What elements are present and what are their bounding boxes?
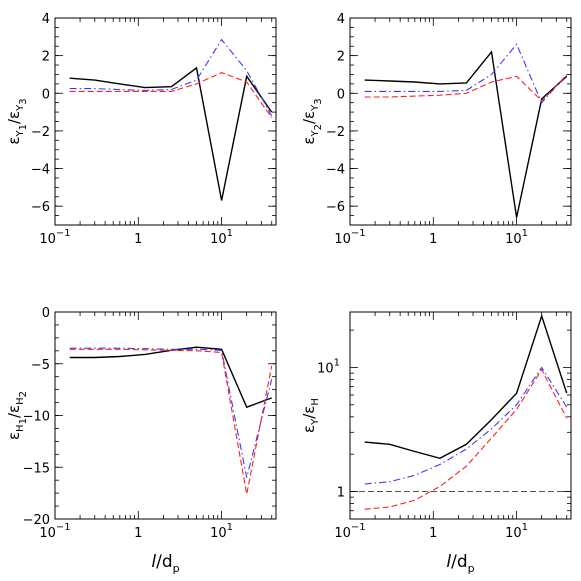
y-tick-label: −10: [23, 410, 50, 425]
plot-frame: [54, 17, 277, 226]
y-tick-label: −2: [31, 125, 50, 140]
series-line-dashdot-1: [364, 366, 568, 485]
x-tick-label: 10−1: [334, 522, 365, 541]
y-tick-label: −20: [23, 513, 50, 528]
panel-top-left: 10−1 1 101 −6 −4 −2 0 2 4 εY1/εY3: [5, 12, 277, 247]
series-line-dashed-2: [364, 75, 568, 102]
series-group: [69, 346, 273, 495]
x-tick-label: 1: [429, 526, 437, 541]
plot-frame: [349, 311, 572, 520]
x-tick-label: 101: [210, 228, 233, 247]
y-tick-label: 1: [337, 485, 345, 500]
y-tick-label: −4: [326, 163, 345, 178]
panel-bottom-right: 10−1 1 101 1 101 εY/εH l/dp: [300, 311, 572, 575]
plot-frame: [54, 311, 277, 520]
x-axis-label: l/dp: [151, 552, 179, 575]
series-line-solid-0: [69, 66, 273, 201]
series-line-dashdot-1: [69, 347, 273, 478]
y-tick-label: 4: [42, 12, 50, 27]
series-line-solid-0: [69, 346, 272, 409]
x-axis-label: l/dp: [446, 552, 474, 575]
series-group: [69, 38, 273, 201]
series-line-dashdot-1: [69, 38, 273, 117]
y-tick-label: 0: [42, 306, 50, 321]
panel-top-right: 10−1 1 101 −6 −4 −2 0 2 4 εY2/εY3: [300, 12, 572, 247]
series-group: [350, 313, 571, 510]
series-line-dashed-2: [69, 348, 273, 495]
x-tick-label: 1: [134, 526, 142, 541]
y-tick-label: −15: [23, 461, 50, 476]
series-line-solid-0: [364, 313, 568, 460]
series-line-dashed-2: [69, 72, 273, 119]
plot-frame: [349, 17, 572, 226]
y-axis-label: εY/εH: [300, 398, 321, 433]
y-tick-label: 0: [42, 87, 50, 102]
y-axis-label: εY1/εY3: [5, 98, 29, 144]
y-tick-label: 101: [317, 357, 340, 376]
series-line-dashdot-1: [364, 43, 568, 104]
x-tick-label: 1: [429, 232, 437, 247]
y-tick-label: −6: [326, 200, 345, 215]
x-tick-label: 1: [134, 232, 142, 247]
series-line-solid-0: [364, 50, 568, 218]
y-tick-label: 0: [337, 87, 345, 102]
y-tick-label: 4: [337, 12, 345, 27]
x-tick-label: 10−1: [39, 228, 70, 247]
x-tick-label: 101: [210, 522, 233, 541]
x-tick-label: 101: [505, 228, 528, 247]
y-tick-label: −6: [31, 200, 50, 215]
y-tick-label: −4: [31, 163, 50, 178]
y-tick-label: 2: [42, 50, 50, 65]
series-line-dashed-2: [364, 368, 568, 510]
y-tick-label: 2: [337, 50, 345, 65]
x-tick-label: 10−1: [334, 228, 365, 247]
y-axis-label: εH1/εH2: [5, 391, 29, 440]
x-tick-label: 101: [505, 522, 528, 541]
y-tick-label: −2: [326, 125, 345, 140]
series-group: [364, 43, 568, 218]
y-axis-label: εY2/εY3: [300, 98, 324, 144]
y-tick-label: −5: [31, 358, 50, 373]
